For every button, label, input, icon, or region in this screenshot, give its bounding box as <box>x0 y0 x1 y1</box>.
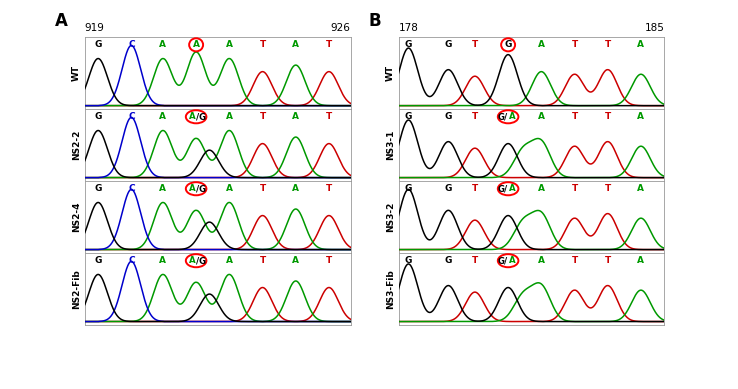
Text: G: G <box>94 40 102 49</box>
Text: A: A <box>638 184 644 193</box>
Text: T: T <box>260 112 266 121</box>
Text: T: T <box>472 256 478 265</box>
Text: A: A <box>188 256 195 265</box>
Text: A: A <box>538 256 545 265</box>
Text: A: A <box>509 184 516 193</box>
Text: G: G <box>405 184 412 193</box>
Text: G: G <box>445 256 452 265</box>
Text: T: T <box>604 112 611 121</box>
Text: G: G <box>445 40 452 49</box>
Text: G/: G/ <box>498 184 508 193</box>
Text: G: G <box>445 184 452 193</box>
Text: G/: G/ <box>498 256 508 265</box>
Text: A: A <box>55 12 68 30</box>
Text: T: T <box>604 256 611 265</box>
Text: 178: 178 <box>399 23 418 33</box>
Text: G: G <box>94 112 102 121</box>
Text: T: T <box>571 256 578 265</box>
Text: A: A <box>159 112 166 121</box>
Text: T: T <box>604 40 611 49</box>
Text: G: G <box>94 184 102 193</box>
Text: C: C <box>128 184 134 193</box>
Text: 926: 926 <box>331 23 351 33</box>
Text: T: T <box>326 112 332 121</box>
Text: A: A <box>538 112 545 121</box>
Text: A: A <box>188 112 195 121</box>
Text: T: T <box>472 40 478 49</box>
Text: G: G <box>94 256 102 265</box>
Text: T: T <box>472 112 478 121</box>
Text: WT: WT <box>72 65 81 81</box>
Text: G/: G/ <box>498 112 508 121</box>
Text: NS2-4: NS2-4 <box>72 202 81 232</box>
Text: C: C <box>128 112 134 121</box>
Text: A: A <box>638 112 644 121</box>
Text: NS2-Fib: NS2-Fib <box>72 269 81 309</box>
Text: T: T <box>326 40 332 49</box>
Text: NS2-2: NS2-2 <box>72 130 81 160</box>
Text: T: T <box>571 184 578 193</box>
Text: NS3-Fib: NS3-Fib <box>386 269 395 309</box>
Text: T: T <box>604 184 611 193</box>
Text: A: A <box>538 184 545 193</box>
Text: T: T <box>571 40 578 49</box>
Text: C: C <box>128 40 134 49</box>
Text: 185: 185 <box>644 23 664 33</box>
Text: T: T <box>260 256 266 265</box>
Text: WT: WT <box>386 65 395 81</box>
Text: A: A <box>638 40 644 49</box>
Text: G: G <box>405 112 412 121</box>
Text: A: A <box>188 184 195 193</box>
Text: A: A <box>226 184 232 193</box>
Text: A: A <box>226 40 232 49</box>
Text: A: A <box>292 256 299 265</box>
Text: A: A <box>509 256 516 265</box>
Text: A: A <box>538 40 545 49</box>
Text: A: A <box>509 112 516 121</box>
Text: G: G <box>445 112 452 121</box>
Text: /G: /G <box>196 184 206 193</box>
Text: G: G <box>405 256 412 265</box>
Text: A: A <box>292 40 299 49</box>
Text: G: G <box>505 40 511 49</box>
Text: G: G <box>405 40 412 49</box>
Text: A: A <box>226 256 232 265</box>
Text: A: A <box>193 40 199 49</box>
Text: B: B <box>369 12 382 30</box>
Text: 919: 919 <box>85 23 105 33</box>
Text: A: A <box>292 112 299 121</box>
Text: NS3-1: NS3-1 <box>386 130 395 160</box>
Text: /G: /G <box>196 112 206 121</box>
Text: T: T <box>571 112 578 121</box>
Text: A: A <box>292 184 299 193</box>
Text: T: T <box>472 184 478 193</box>
Text: A: A <box>159 184 166 193</box>
Text: C: C <box>128 256 134 265</box>
Text: A: A <box>638 256 644 265</box>
Text: /G: /G <box>196 256 206 265</box>
Text: A: A <box>226 112 232 121</box>
Text: A: A <box>159 256 166 265</box>
Text: T: T <box>326 256 332 265</box>
Text: A: A <box>159 40 166 49</box>
Text: T: T <box>326 184 332 193</box>
Text: NS3-2: NS3-2 <box>386 202 395 232</box>
Text: T: T <box>260 40 266 49</box>
Text: T: T <box>260 184 266 193</box>
